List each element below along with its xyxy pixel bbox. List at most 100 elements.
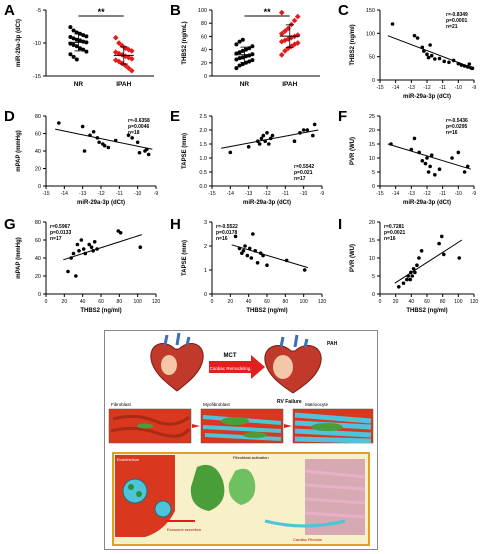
data-point — [250, 44, 255, 49]
data-point — [77, 249, 81, 253]
data-point — [71, 28, 76, 33]
data-point — [234, 66, 239, 71]
stat-label: p=0.0133 — [50, 230, 71, 236]
stat-label: p=0.0001 — [446, 18, 467, 24]
y-tick-label: 80 — [35, 220, 41, 226]
x-axis-label: THBS2 (ng/ml) — [80, 308, 121, 314]
mechanism-svg: MCT Cardiac Remodeling PAH RV Failure Fi… — [108, 332, 374, 546]
x-tick-label: 0 — [45, 299, 48, 305]
x-tick-label: -14 — [61, 191, 68, 197]
data-point — [78, 46, 82, 51]
y-tick-label: 10 — [369, 256, 375, 262]
x-tick-label: 80 — [440, 299, 446, 305]
data-point — [456, 150, 461, 155]
x-tick-label: 20 — [62, 299, 68, 305]
x-tick-label: -13 — [408, 191, 415, 197]
data-point — [465, 164, 470, 169]
x-tick-label: 120 — [470, 299, 479, 305]
chart-c: 0 50 100 150 THBS2 (ng/ml) -15 -14 -13 -12 -11 -10… — [350, 8, 476, 100]
y-tick-label: 0.0 — [199, 184, 207, 190]
x-tick-label: -11 — [439, 191, 446, 197]
stat-label: n=17 — [294, 176, 306, 182]
x-tick-label: 0 — [211, 299, 214, 305]
data-point — [71, 54, 76, 59]
stat-label: r=0.5542 — [294, 164, 314, 170]
data-point — [92, 240, 97, 244]
y-tick-label: -10 — [33, 41, 41, 47]
y-tick-label: 60 — [35, 238, 41, 244]
chart-d: 0 20 40 60 80 mPAP (mmHg) -15 -14 -13 -12 -11 -10 -9… — [16, 114, 158, 206]
data-point — [74, 44, 79, 49]
data-point — [249, 256, 254, 260]
y-tick-label: 150 — [366, 8, 375, 14]
y-tick-label: 15 — [369, 142, 375, 148]
data-point — [425, 156, 429, 160]
data-point — [135, 140, 140, 145]
remodeling-label: Cardiac Remodeling — [210, 366, 251, 371]
data-point — [74, 274, 78, 278]
data-point — [447, 60, 451, 65]
data-point — [146, 152, 151, 157]
data-point — [294, 13, 301, 20]
significance-label: ** — [264, 7, 272, 17]
y-tick-label: 0 — [204, 74, 207, 80]
data-point — [125, 65, 132, 71]
data-point — [240, 55, 245, 60]
regression-line — [63, 234, 143, 261]
x-tick-label: -15 — [376, 191, 383, 197]
y-tick-label: 0.5 — [199, 170, 207, 176]
data-point — [265, 131, 269, 135]
data-point — [128, 67, 135, 74]
x-tick-label: -14 — [227, 191, 234, 197]
data-point — [102, 143, 107, 148]
stat-label: p=0.0295 — [446, 124, 467, 130]
data-point — [79, 238, 84, 242]
data-point — [423, 161, 428, 166]
data-point — [401, 281, 406, 285]
x-axis-label: miR-29a-3p (dCt) — [403, 200, 451, 206]
data-point — [305, 128, 310, 132]
rv-failure-label: RV Failure — [277, 399, 302, 405]
panel-label-f: F — [338, 108, 348, 125]
x-tick-label: -12 — [423, 85, 430, 91]
y-axis-label: THBS2 (ng/mL) — [182, 21, 188, 64]
data-point — [311, 133, 315, 138]
tissue-myofibroblast — [200, 408, 284, 444]
pah-label: PAH — [327, 341, 338, 347]
data-point — [265, 263, 269, 267]
data-point — [71, 42, 76, 47]
data-point — [291, 17, 298, 24]
data-point — [87, 242, 92, 247]
category-label: NR — [74, 81, 84, 88]
data-point — [429, 153, 434, 157]
data-point — [97, 140, 101, 145]
data-point — [245, 253, 250, 258]
data-point — [439, 234, 444, 239]
regression-line — [221, 129, 319, 149]
y-tick-label: 0 — [372, 292, 375, 298]
data-point — [237, 39, 242, 44]
mechanism-illustration: MCT Cardiac Remodeling PAH RV Failure Fi… — [104, 330, 378, 550]
data-point — [442, 59, 447, 64]
y-tick-label: 20 — [201, 61, 207, 67]
data-point — [228, 150, 233, 155]
data-point — [74, 37, 79, 42]
y-axis-label: mPAP (mmHg) — [16, 130, 22, 171]
panel-label-e: E — [170, 108, 181, 125]
panel-label-a: A — [4, 2, 15, 19]
category-label: NR — [240, 81, 250, 88]
chart-b: 0 20 40 60 80 100 THBS2 (ng/mL) NR IPAH ** — [182, 7, 320, 88]
data-point — [433, 173, 437, 177]
x-tick-label: 20 — [393, 299, 399, 305]
data-point — [75, 242, 80, 247]
x-tick-label: -13 — [79, 191, 86, 197]
data-point — [437, 56, 442, 61]
y-tick-label: 20 — [369, 128, 375, 134]
mct-label: MCT — [224, 353, 237, 359]
data-point — [412, 33, 417, 38]
data-point — [237, 50, 242, 55]
y-tick-label: 0 — [204, 292, 207, 298]
x-axis-label: THBS2 (ng/ml) — [246, 308, 287, 314]
data-point — [301, 128, 306, 132]
panel-label-i: I — [338, 216, 343, 233]
